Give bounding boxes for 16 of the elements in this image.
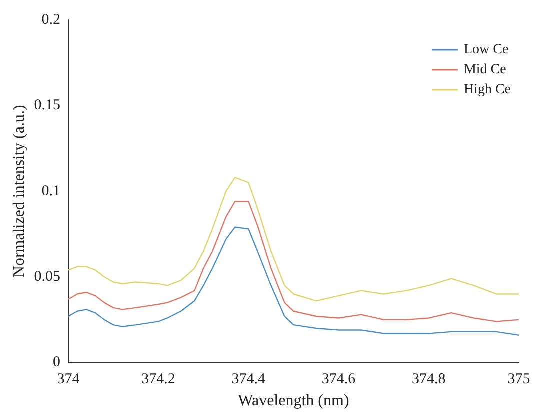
x-tick-label: 374 [57,372,80,388]
x-tick-label: 374.4 [232,372,266,388]
y-tick-label: 0.05 [34,269,60,286]
x-tick-label: 374.6 [322,372,356,388]
x-tick-label: 374.2 [142,372,176,388]
x-tick-label: 374.8 [412,372,446,388]
y-axis-title: Normalized intensity (a.u.) [10,105,28,278]
legend-label: Low Ce [464,42,509,58]
y-tick-label: 0.15 [34,98,60,114]
legend-label: Mid Ce [464,62,506,78]
y-tick-label: 0.2 [42,12,60,28]
x-tick-label: 375 [508,372,530,388]
x-axis-title: Wavelength (nm) [238,392,350,410]
y-tick-label: 0.1 [42,183,60,200]
y-tick-label: 0 [52,354,60,371]
legend-label: High Ce [464,82,512,98]
